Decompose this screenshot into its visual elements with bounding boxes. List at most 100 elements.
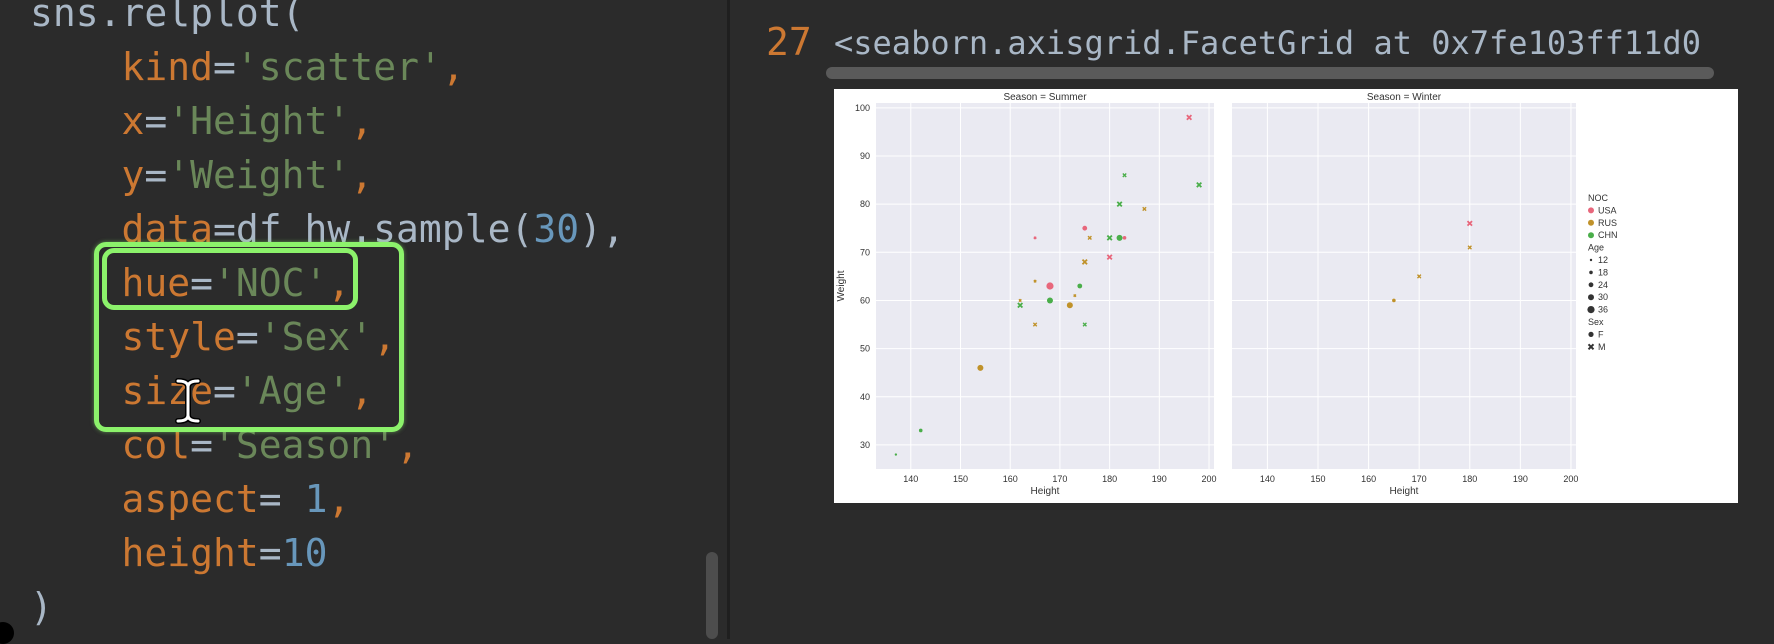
- legend-marker: [1588, 207, 1594, 214]
- code-token: 'Sex': [258, 315, 374, 359]
- x-tick-label: 170: [1052, 474, 1067, 484]
- output-cell-number: 27: [766, 20, 812, 64]
- pane-divider[interactable]: [727, 0, 730, 639]
- code-token: =: [258, 531, 282, 575]
- code-line: hue='NOC',: [30, 256, 351, 310]
- scatter-point: [1466, 220, 1473, 227]
- code-line: sns.relplot(: [30, 0, 305, 40]
- x-tick-label: 150: [1310, 474, 1325, 484]
- code-token: ,: [327, 261, 351, 305]
- code-token: =: [190, 261, 214, 305]
- legend-label: M: [1598, 342, 1606, 352]
- legend-title: Age: [1588, 243, 1604, 253]
- legend-title: Sex: [1588, 317, 1604, 327]
- code-token: 1: [304, 477, 328, 521]
- code-line: x='Height',: [30, 94, 374, 148]
- x-axis-label: Height: [1031, 486, 1060, 497]
- code-line: size='Age',: [30, 364, 374, 418]
- legend-label: USA: [1598, 205, 1617, 215]
- scatter-point: [918, 428, 923, 433]
- facet-background: [876, 103, 1214, 469]
- scatter-point: [1116, 234, 1123, 241]
- scatter-point: [1017, 302, 1024, 309]
- legend-marker: [1588, 331, 1594, 337]
- scatter-point: [1196, 181, 1203, 188]
- legend-label: 12: [1598, 255, 1608, 265]
- y-tick-label: 60: [860, 295, 870, 305]
- scatter-point: [1066, 302, 1073, 309]
- code-token: ,: [350, 153, 374, 197]
- legend-title: NOC: [1588, 193, 1609, 203]
- code-token: [30, 477, 122, 521]
- code-line: style='Sex',: [30, 310, 397, 364]
- code-token: hue: [121, 261, 191, 305]
- legend-label: 36: [1598, 305, 1608, 315]
- legend-label: 24: [1598, 280, 1608, 290]
- code-token: x: [121, 99, 145, 143]
- scatter-point: [1081, 259, 1088, 265]
- code-token: ,: [350, 99, 374, 143]
- code-token: ): [30, 585, 53, 629]
- code-token: height: [121, 531, 259, 575]
- y-tick-label: 100: [855, 103, 870, 113]
- highlight-box-hue: [102, 248, 358, 310]
- code-token: =: [144, 153, 168, 197]
- legend-marker: [1588, 232, 1594, 239]
- scatter-point: [1142, 206, 1147, 212]
- legend-label: RUS: [1598, 218, 1617, 228]
- code-token: [30, 153, 122, 197]
- text-cursor-icon: [175, 378, 201, 424]
- y-tick-label: 30: [860, 440, 870, 450]
- code-token: 'Height': [167, 99, 351, 143]
- y-tick-label: 40: [860, 392, 870, 402]
- legend-label: F: [1598, 329, 1604, 339]
- scatter-point: [1087, 235, 1092, 241]
- scatter-point: [1392, 298, 1396, 303]
- code-token: kind: [121, 45, 214, 89]
- scatter-point: [1106, 254, 1113, 261]
- legend-marker: [1589, 258, 1593, 262]
- code-token: 'Age': [235, 369, 351, 413]
- x-tick-label: 180: [1102, 474, 1117, 484]
- code-token: [30, 531, 122, 575]
- code-token: =: [190, 423, 214, 467]
- code-token: ,: [373, 315, 397, 359]
- scatter-point: [1106, 234, 1113, 241]
- facet-title: Season = Summer: [1003, 92, 1087, 103]
- highlight-box-outer: [94, 242, 404, 432]
- scatter-chart: 140 150 160 170 180 190 200 30 40 50 60 70 80 90 100 Se…: [836, 92, 1618, 497]
- facet-background: [1232, 103, 1576, 469]
- scatter-point: [1046, 297, 1053, 304]
- scatter-point: [1032, 322, 1038, 327]
- scatter-point: [1033, 279, 1037, 283]
- legend-marker: [1589, 270, 1593, 275]
- legend-marker: [1587, 306, 1595, 314]
- code-token: [30, 99, 122, 143]
- code-token: =: [235, 315, 259, 359]
- legend-marker: [1588, 282, 1594, 288]
- editor-scrollbar[interactable]: [706, 552, 718, 639]
- code-token: 10: [281, 531, 328, 575]
- code-token: ,: [441, 45, 465, 89]
- code-editor[interactable]: sns.relplot( kind='scatter', x='Height',…: [0, 0, 727, 644]
- x-axis-label: Height: [1390, 486, 1419, 497]
- legend-marker: [1587, 343, 1595, 351]
- code-token: =: [213, 369, 236, 413]
- scatter-point: [977, 364, 984, 371]
- x-tick-label: 200: [1202, 474, 1217, 484]
- scatter-point: [1082, 225, 1088, 231]
- scatter-point: [1186, 114, 1193, 121]
- code-token: y: [121, 153, 145, 197]
- scatter-point: [1033, 236, 1037, 240]
- code-token: ,: [396, 423, 419, 467]
- output-horizontal-scrollbar[interactable]: [826, 67, 1714, 79]
- code-token: [30, 45, 122, 89]
- scatter-point: [1467, 245, 1472, 250]
- legend-marker: [1588, 294, 1594, 301]
- code-token: sns.relplot(: [30, 0, 305, 35]
- code-token: ,: [327, 477, 351, 521]
- code-line: y='Weight',: [30, 148, 374, 202]
- legend-label: CHN: [1598, 230, 1618, 240]
- facet-title: Season = Winter: [1367, 92, 1442, 103]
- legend-marker: [1588, 219, 1594, 226]
